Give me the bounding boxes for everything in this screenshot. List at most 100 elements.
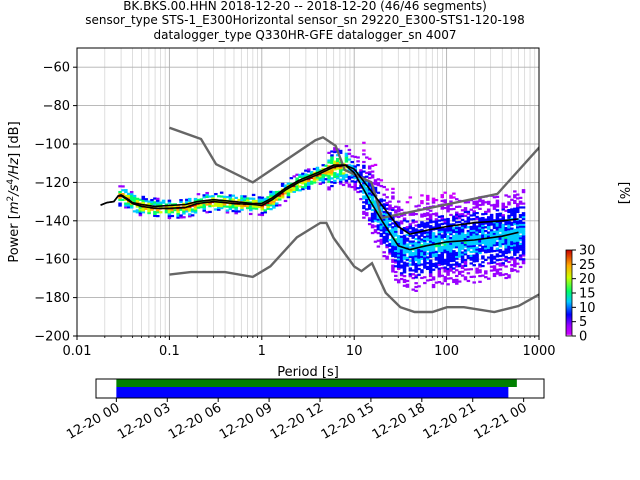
histogram-cell bbox=[469, 233, 474, 236]
histogram-cell bbox=[446, 235, 450, 238]
histogram-cell bbox=[324, 164, 328, 167]
histogram-cell bbox=[208, 205, 212, 208]
histogram-cell bbox=[521, 229, 526, 232]
histogram-cell bbox=[260, 200, 265, 203]
histogram-cell bbox=[507, 201, 511, 204]
histogram-cell bbox=[118, 198, 122, 201]
histogram-cell bbox=[486, 231, 491, 234]
histogram-cell bbox=[518, 254, 523, 257]
histogram-cell bbox=[367, 190, 372, 193]
histogram-cell bbox=[327, 178, 331, 181]
histogram-cell bbox=[469, 214, 474, 217]
histogram-cell bbox=[484, 247, 488, 250]
histogram-cell bbox=[365, 198, 369, 201]
histogram-cell bbox=[347, 152, 352, 155]
histogram-cell bbox=[425, 198, 430, 201]
histogram-cell bbox=[475, 236, 479, 240]
histogram-cell bbox=[443, 239, 447, 242]
histogram-cell bbox=[495, 199, 500, 202]
histogram-cell bbox=[504, 273, 508, 276]
histogram-cell bbox=[428, 238, 433, 241]
histogram-cell bbox=[127, 206, 131, 209]
histogram-cell bbox=[437, 250, 442, 253]
histogram-cell bbox=[452, 192, 456, 195]
histogram-cell bbox=[440, 249, 445, 252]
histogram-cell bbox=[301, 174, 305, 177]
histogram-cell bbox=[405, 264, 410, 267]
histogram-cell bbox=[118, 185, 122, 188]
histogram-cell bbox=[362, 170, 366, 173]
histogram-cell bbox=[338, 170, 343, 174]
histogram-cell bbox=[402, 248, 407, 251]
histogram-cell bbox=[292, 186, 296, 190]
histogram-cell bbox=[394, 228, 398, 231]
histogram-cell bbox=[266, 196, 270, 199]
histogram-cell bbox=[431, 255, 436, 258]
histogram-cell bbox=[513, 234, 517, 237]
histogram-cell bbox=[437, 244, 442, 247]
histogram-cell bbox=[460, 259, 465, 262]
histogram-cell bbox=[321, 171, 326, 174]
histogram-cell bbox=[478, 203, 482, 207]
histogram-cell bbox=[501, 239, 505, 242]
histogram-cell bbox=[153, 210, 157, 214]
histogram-cell bbox=[275, 190, 279, 194]
histogram-cell bbox=[498, 241, 503, 244]
histogram-cell bbox=[373, 202, 378, 205]
histogram-cell bbox=[405, 256, 410, 260]
histogram-cell bbox=[484, 226, 488, 229]
colorbar-tick-label: 30 bbox=[579, 244, 596, 259]
histogram-cell bbox=[440, 217, 445, 220]
histogram-cell bbox=[118, 204, 122, 207]
histogram-cell bbox=[344, 175, 349, 178]
histogram-cell bbox=[463, 278, 468, 281]
y-tick-label: −100 bbox=[34, 138, 70, 153]
histogram-cell bbox=[414, 255, 418, 258]
histogram-cell bbox=[141, 207, 146, 210]
histogram-cell bbox=[350, 176, 355, 179]
histogram-cell bbox=[402, 236, 407, 239]
histogram-cell bbox=[437, 223, 442, 226]
histogram-cell bbox=[405, 237, 410, 240]
histogram-cell bbox=[362, 216, 366, 219]
histogram-cell bbox=[304, 175, 308, 178]
histogram-cell bbox=[211, 204, 215, 207]
histogram-cell bbox=[156, 199, 160, 202]
histogram-cell bbox=[254, 205, 259, 208]
histogram-cell bbox=[396, 236, 401, 240]
histogram-cell bbox=[515, 270, 520, 273]
histogram-cell bbox=[507, 210, 511, 214]
histogram-cell bbox=[428, 221, 433, 224]
new-high-noise-model bbox=[168, 126, 539, 220]
histogram-cell bbox=[417, 252, 421, 255]
histogram-cell bbox=[280, 194, 285, 197]
histogram-cell bbox=[504, 276, 508, 280]
histogram-cell bbox=[428, 213, 433, 216]
histogram-cell bbox=[118, 196, 122, 199]
histogram-cell bbox=[457, 249, 462, 252]
histogram-cell bbox=[425, 214, 430, 217]
histogram-cell bbox=[434, 256, 439, 259]
histogram-cell bbox=[478, 207, 482, 210]
histogram-cell bbox=[396, 267, 401, 270]
histogram-cell bbox=[376, 178, 381, 181]
histogram-cell bbox=[455, 228, 459, 232]
histogram-cell bbox=[521, 246, 526, 249]
histogram-cell bbox=[405, 229, 410, 233]
histogram-cell bbox=[457, 251, 462, 254]
histogram-cell bbox=[379, 234, 384, 238]
histogram-cell bbox=[362, 212, 366, 215]
histogram-cell bbox=[338, 149, 343, 153]
histogram-cell bbox=[176, 216, 180, 219]
histogram-cell bbox=[414, 249, 418, 252]
histogram-cell bbox=[481, 201, 485, 204]
histogram-cell bbox=[475, 227, 479, 230]
histogram-cell bbox=[425, 279, 430, 282]
histogram-cell bbox=[370, 189, 375, 192]
histogram-cell bbox=[382, 193, 386, 196]
histogram-cell bbox=[327, 180, 331, 183]
histogram-cell bbox=[481, 203, 485, 206]
histogram-cell bbox=[431, 278, 436, 281]
histogram-cell bbox=[367, 184, 372, 187]
